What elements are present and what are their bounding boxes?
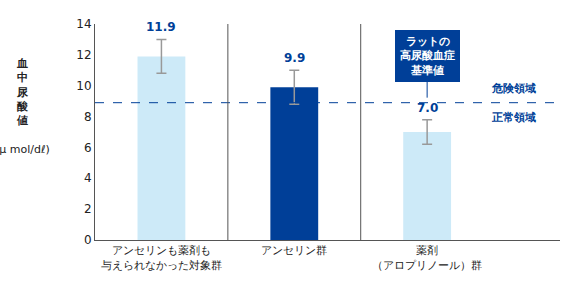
- svg-text:0: 0: [84, 233, 92, 247]
- svg-text:血中尿酸値(μ mol/dℓ): 血中尿酸値(μ mol/dℓ): [0, 57, 50, 156]
- svg-text:11.9: 11.9: [146, 20, 176, 34]
- svg-text:アンセリンも薬剤も与えられなかった対象群: アンセリンも薬剤も与えられなかった対象群: [101, 244, 222, 271]
- svg-text:アンセリン群: アンセリン群: [261, 244, 327, 257]
- svg-text:正常領域: 正常領域: [491, 111, 536, 124]
- svg-text:2: 2: [84, 202, 92, 216]
- svg-text:ラットの高尿酸血症基準値: ラットの高尿酸血症基準値: [400, 35, 455, 77]
- svg-text:7.0: 7.0: [417, 101, 438, 115]
- svg-text:14: 14: [76, 17, 91, 31]
- svg-text:10: 10: [76, 79, 91, 93]
- svg-text:8: 8: [84, 110, 92, 124]
- svg-text:薬剤（アロプリノール）群: 薬剤（アロプリノール）群: [372, 244, 482, 271]
- svg-text:9.9: 9.9: [284, 51, 305, 65]
- svg-text:危険領域: 危険領域: [491, 82, 536, 95]
- svg-text:12: 12: [76, 48, 91, 62]
- svg-text:4: 4: [84, 171, 92, 185]
- svg-text:6: 6: [84, 141, 92, 155]
